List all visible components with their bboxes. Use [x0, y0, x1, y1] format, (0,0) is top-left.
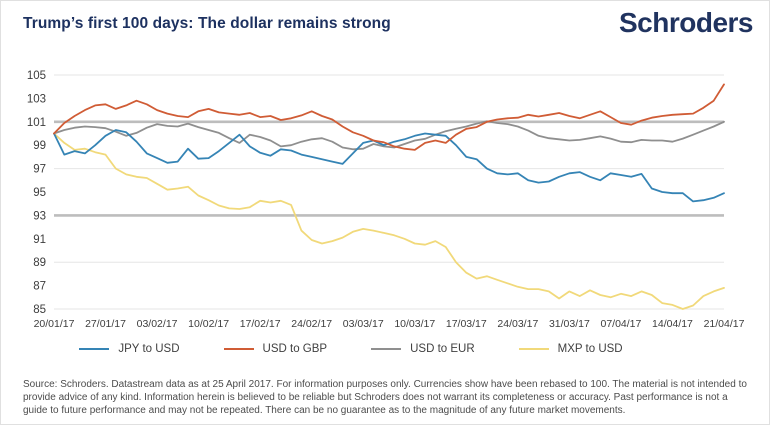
x-axis-label-17-03-17: 17/03/17	[446, 318, 487, 330]
page-title: Trump’s first 100 days: The dollar remai…	[23, 15, 391, 32]
y-axis-label-101: 101	[27, 117, 46, 129]
legend-label: USD to EUR	[410, 343, 475, 355]
x-axis-label-21-04-17: 21/04/17	[704, 318, 745, 330]
x-axis-label-03-02-17: 03/02/17	[137, 318, 178, 330]
y-axis-label-91: 91	[33, 234, 46, 246]
usd-eur-line-swatch	[371, 348, 402, 350]
legend-label: MXP to USD	[557, 343, 623, 355]
x-axis-label-10-03-17: 10/03/17	[394, 318, 435, 330]
y-axis-label-87: 87	[33, 281, 46, 293]
y-axis-label-89: 89	[33, 257, 46, 269]
y-axis-label-99: 99	[33, 140, 46, 152]
legend-item-usd-gbp: USD to GBP	[223, 343, 328, 355]
legend-item-mxp-usd: MXP to USD	[518, 343, 623, 355]
usd-gbp-line-swatch	[223, 348, 254, 350]
x-axis-label-24-02-17: 24/02/17	[291, 318, 332, 330]
legend-label: JPY to USD	[118, 343, 180, 355]
x-axis-label-31-03-17: 31/03/17	[549, 318, 590, 330]
series-line-jpy-to-usd	[53, 129, 725, 203]
x-axis-label-20-01-17: 20/01/17	[34, 318, 75, 330]
y-axis-label-105: 105	[27, 70, 46, 82]
y-axis-label-103: 103	[27, 93, 46, 105]
x-axis-label-07-04-17: 07/04/17	[600, 318, 641, 330]
x-axis-label-24-03-17: 24/03/17	[497, 318, 538, 330]
chart-legend: JPY to USD USD to GBP USD to EUR MXP to …	[1, 343, 701, 355]
x-axis-label-17-02-17: 17/02/17	[240, 318, 281, 330]
legend-label: USD to GBP	[262, 343, 328, 355]
schroders-logo: Schroders	[619, 7, 754, 38]
x-axis-label-27-01-17: 27/01/17	[85, 318, 126, 330]
jpy-usd-line-swatch	[79, 348, 110, 350]
y-axis-label-93: 93	[33, 210, 46, 222]
y-axis-label-95: 95	[33, 187, 46, 199]
x-axis-label-14-04-17: 14/04/17	[652, 318, 693, 330]
y-axis-label-85: 85	[33, 304, 46, 316]
series-line-mxp-to-usd	[53, 132, 725, 310]
source-disclaimer: Source: Schroders. Datastream data as at…	[23, 379, 747, 417]
series-line-usd-to-eur	[53, 120, 725, 151]
y-axis-label-97: 97	[33, 164, 46, 176]
x-axis-label-03-03-17: 03/03/17	[343, 318, 384, 330]
mxp-usd-line-swatch	[518, 348, 549, 350]
legend-item-jpy-usd: JPY to USD	[79, 343, 180, 355]
series-line-usd-to-gbp	[53, 83, 725, 151]
x-axis-label-10-02-17: 10/02/17	[188, 318, 229, 330]
legend-item-usd-eur: USD to EUR	[371, 343, 475, 355]
